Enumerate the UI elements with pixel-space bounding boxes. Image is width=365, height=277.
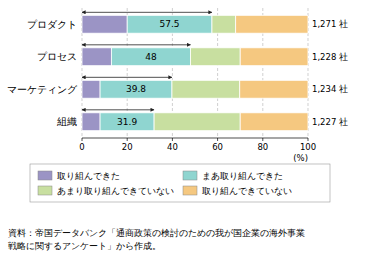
category-label: プロダクト xyxy=(27,19,77,30)
category-label: マーケティング xyxy=(7,84,78,95)
x-axis-line xyxy=(82,138,308,139)
x-tick xyxy=(172,138,173,141)
bar-segment xyxy=(190,48,240,66)
x-tick xyxy=(82,138,83,141)
source-text: 戦略に関するアンケート」から作成。 xyxy=(8,241,161,251)
legend-swatch xyxy=(38,171,52,180)
arrows xyxy=(82,12,212,110)
n-label: 1,228 社 xyxy=(312,52,348,62)
x-tick-label: 40 xyxy=(167,142,178,152)
legend-label: 取り組んできた xyxy=(57,171,120,181)
arrow xyxy=(82,12,212,13)
x-tick xyxy=(217,138,218,141)
x-tick xyxy=(308,138,309,141)
bar-segment xyxy=(240,80,308,98)
n-label: 1,227 社 xyxy=(312,117,348,127)
bar-segment xyxy=(82,15,127,33)
bar-segment xyxy=(111,48,190,66)
x-tick xyxy=(127,138,128,141)
x-tick-label: 100 xyxy=(300,142,316,152)
arrow xyxy=(82,44,190,45)
bar-segment xyxy=(212,15,236,33)
category-label: プロセス xyxy=(37,51,77,62)
bar-segment xyxy=(100,80,172,98)
bar-segment xyxy=(82,80,100,98)
x-tick-label: 60 xyxy=(212,142,223,152)
bars xyxy=(82,15,308,130)
legend-label: あまり取り組んできていない xyxy=(57,186,174,196)
arrow-label: 39.8 xyxy=(126,84,146,94)
category-label: 組織 xyxy=(56,116,77,127)
x-axis-label: (%) xyxy=(293,153,308,163)
bar-segment xyxy=(154,113,240,131)
bar-segment xyxy=(82,48,111,66)
legend-swatch xyxy=(183,171,197,180)
bar-segment xyxy=(240,113,308,131)
arrow xyxy=(82,109,154,110)
x-tick-label: 0 xyxy=(79,142,84,152)
arrow-label: 31.9 xyxy=(117,117,137,127)
x-tick-label: 20 xyxy=(122,142,133,152)
bar-segment xyxy=(82,113,100,131)
legend-frame xyxy=(30,164,330,202)
arrow xyxy=(82,77,172,78)
bar-segment xyxy=(236,15,308,33)
bar-segment xyxy=(172,80,240,98)
arrow-label: 57.5 xyxy=(160,19,180,29)
bar-segment xyxy=(240,48,308,66)
x-tick xyxy=(262,138,263,141)
n-label: 1,271 社 xyxy=(312,19,348,29)
n-label: 1,234 社 xyxy=(312,84,348,94)
arrow-label: 48 xyxy=(145,52,157,62)
legend: 取り組んできた まあ取り組んできたあまり取り組んできていない 取り組んできていない xyxy=(30,164,330,202)
legend-label: まあ取り組んできた xyxy=(202,171,283,181)
legend-swatch xyxy=(38,186,52,195)
bar-segment xyxy=(100,113,154,131)
legend-label: 取り組んできていない xyxy=(202,186,292,196)
chart: 31.9 39.8 48 57.5 1,227 社 1,234 社 1,228 社 1,271… xyxy=(0,0,365,277)
bar-segment xyxy=(127,15,212,33)
legend-swatch xyxy=(183,186,197,195)
x-tick-label: 80 xyxy=(257,142,268,152)
source-text: 資料：帝国データバンク「通商政策の検討のための我が国企業の海外事業 xyxy=(8,228,305,238)
